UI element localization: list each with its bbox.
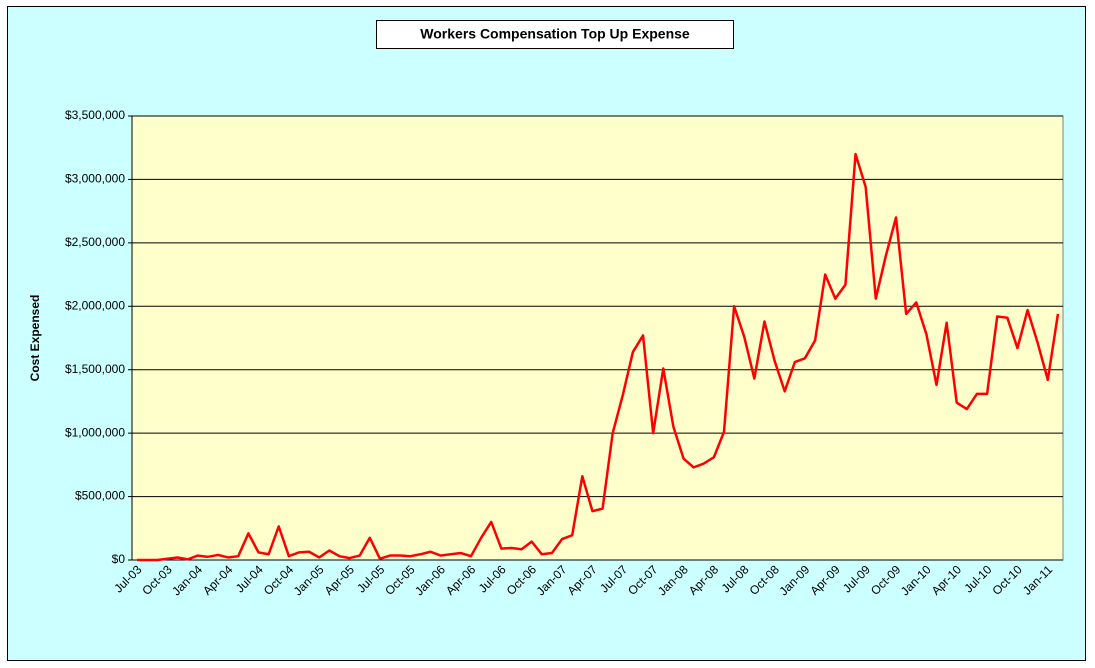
y-tick-label: $3,500,000: [65, 108, 125, 122]
chart-title: Workers Compensation Top Up Expense: [420, 26, 690, 42]
y-tick-label: $1,000,000: [65, 425, 125, 439]
y-tick-label: $0: [112, 552, 126, 566]
y-axis-label: Cost Expensed: [28, 295, 42, 382]
line-series: [137, 152, 1060, 562]
title-box: [376, 20, 734, 49]
y-tick-label: $2,500,000: [65, 235, 125, 249]
y-tick-label: $500,000: [75, 489, 125, 503]
y-tick-label: $1,500,000: [65, 362, 125, 376]
plot-area: [131, 115, 1064, 561]
y-tick-label: $3,000,000: [65, 172, 125, 186]
y-tick-label: $2,000,000: [65, 298, 125, 312]
